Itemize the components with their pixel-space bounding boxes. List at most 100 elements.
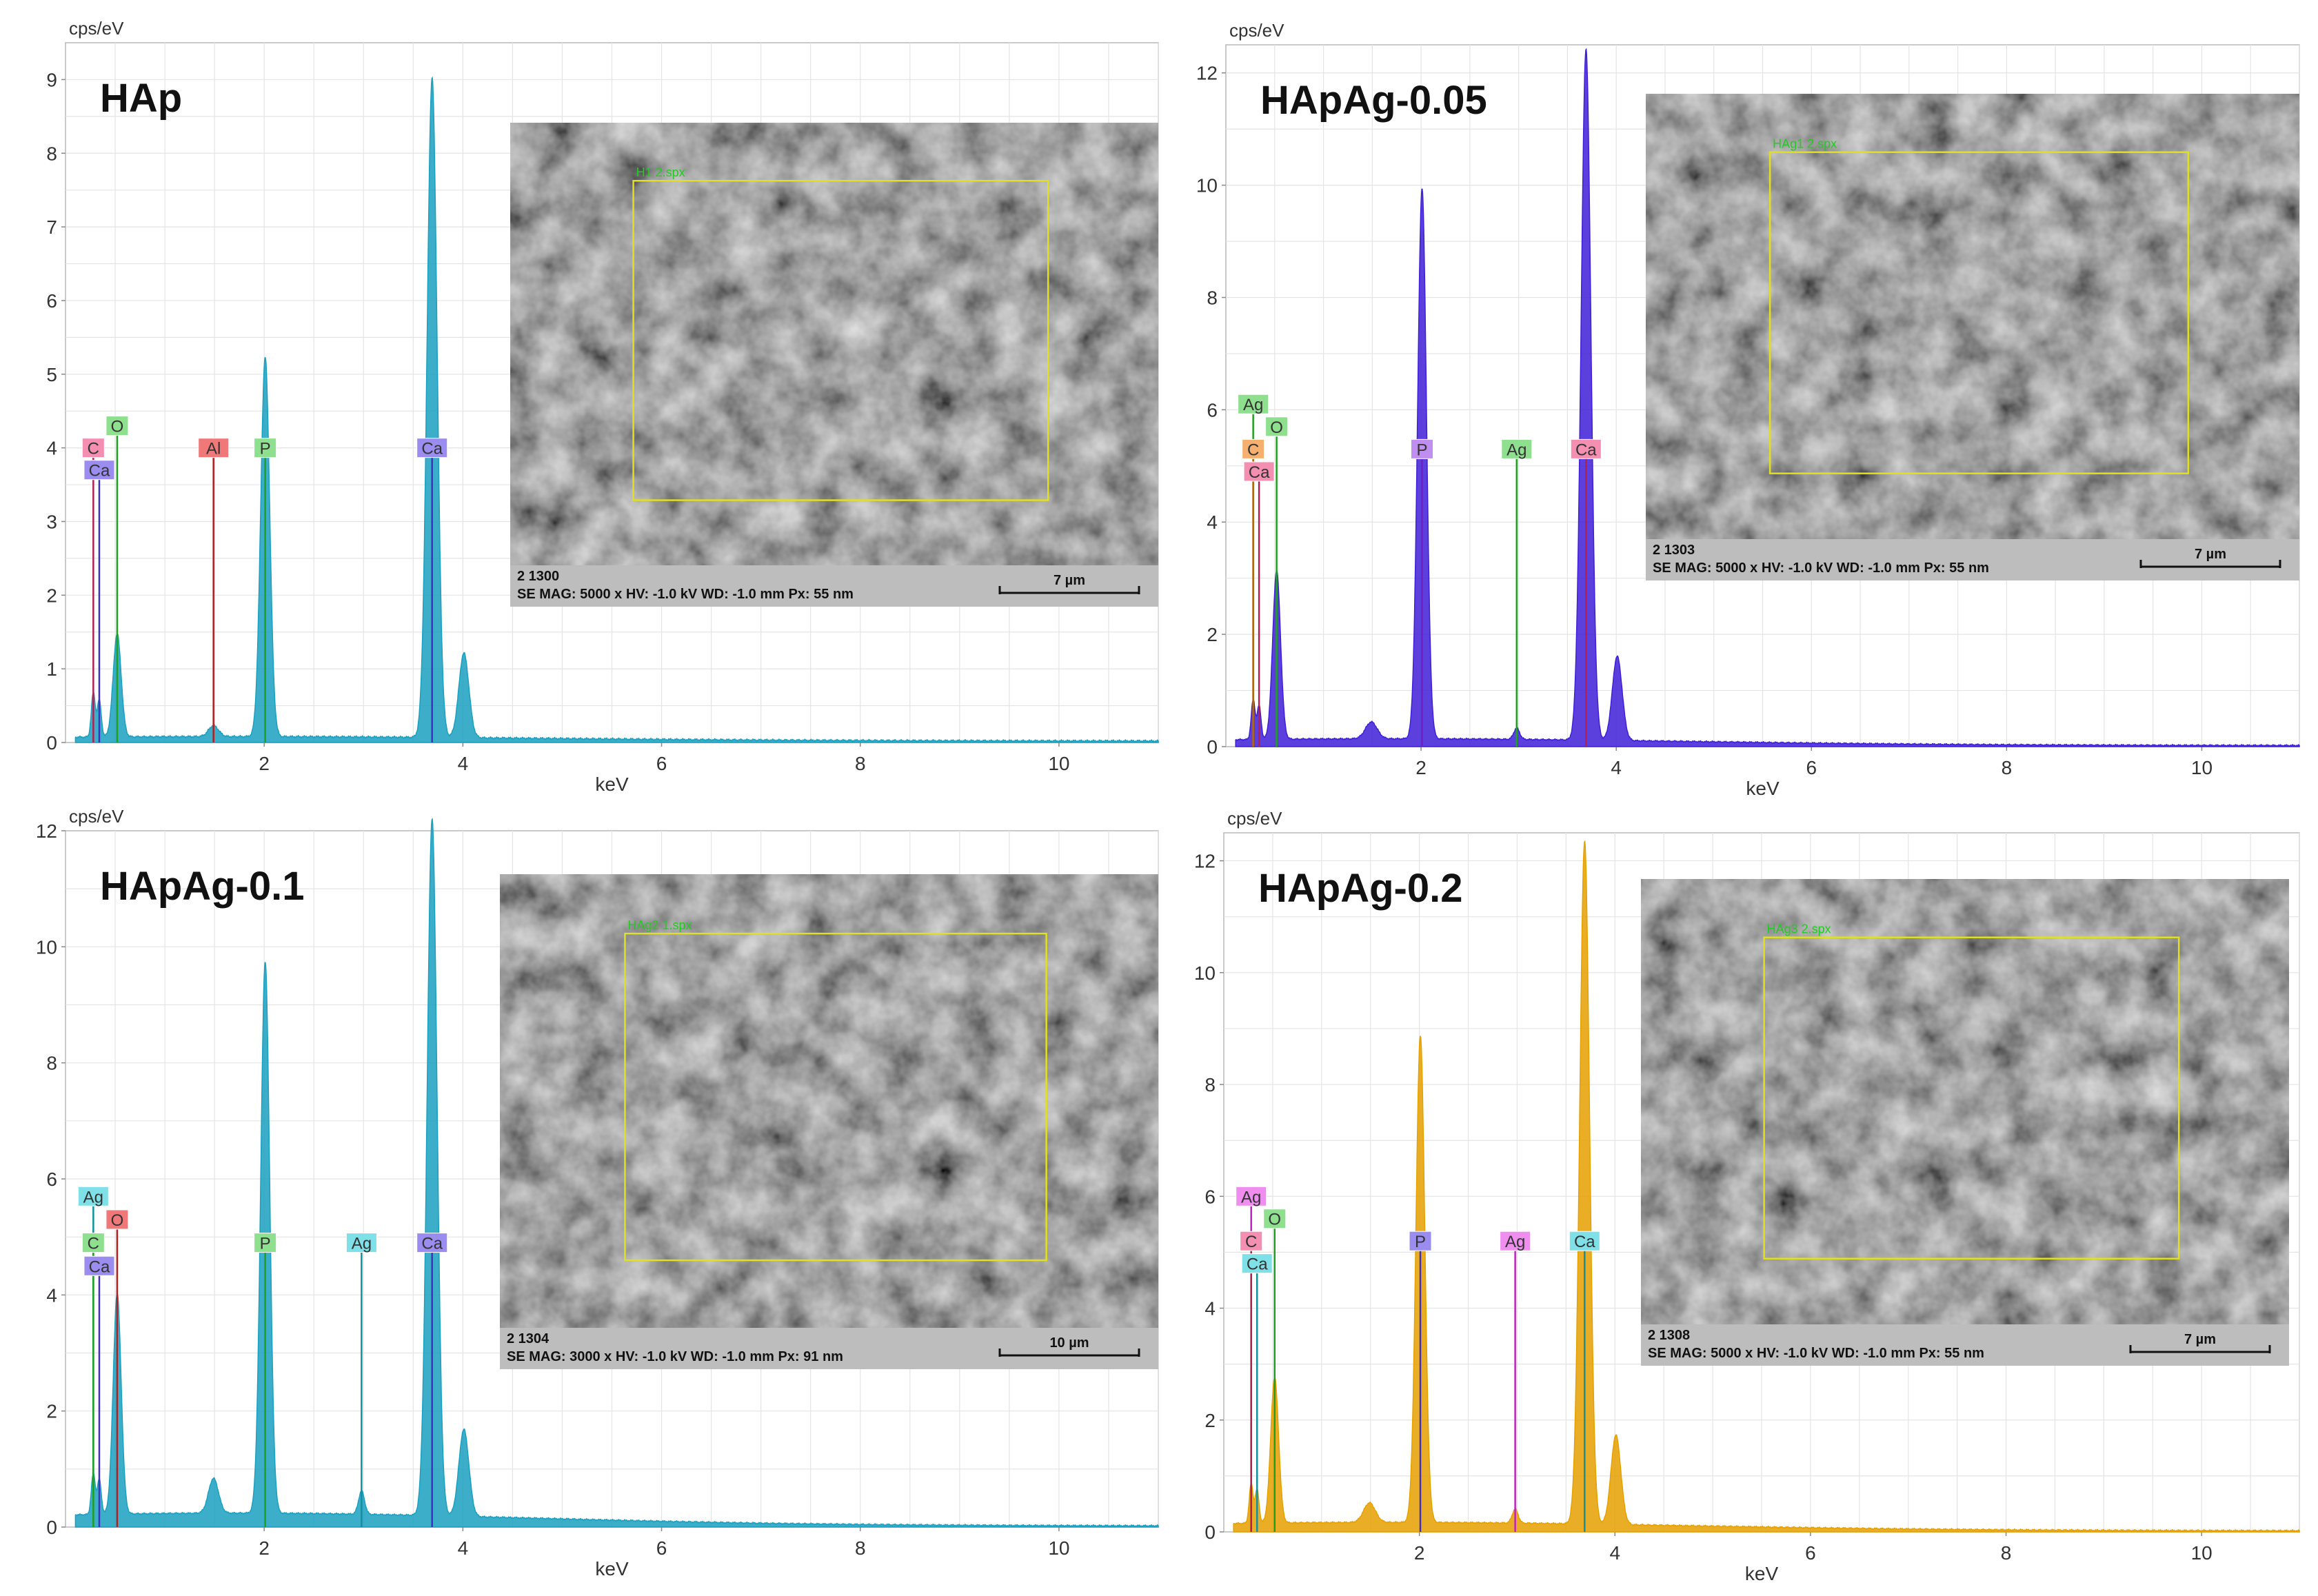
sem-info-bar	[1646, 539, 2299, 580]
sem-roi-label: HAg2 1.spx	[627, 918, 692, 932]
element-marker-label: Ca	[1247, 1255, 1268, 1274]
y-tick-label: 9	[46, 69, 57, 90]
y-tick-label: 5	[46, 364, 57, 385]
element-marker-label: Ag	[1505, 1233, 1525, 1251]
y-tick-label: 7	[46, 216, 57, 238]
element-marker-box	[1241, 1253, 1273, 1274]
x-tick-label: 4	[1609, 1542, 1620, 1564]
spectrum-series	[74, 76, 1159, 743]
x-tick-label: 6	[1805, 1542, 1816, 1564]
element-marker-box	[1242, 438, 1265, 459]
sem-micrograph	[510, 123, 1158, 565]
y-tick-label: 3	[46, 511, 57, 532]
x-axis-label: keV	[595, 1558, 629, 1579]
panel-title: HApAg-0.05	[1260, 78, 1487, 123]
y-tick-label: 0	[1207, 736, 1218, 758]
y-tick-label: 10	[1196, 175, 1218, 196]
sem-info-bar	[1641, 1324, 2289, 1366]
x-tick-label: 8	[855, 753, 866, 774]
element-marker-label: Ag	[1506, 441, 1526, 459]
sem-inset: HAg1 2.spx 2 1303 SE MAG: 5000 x HV: -1.0 …	[1646, 94, 2299, 580]
y-tick-label: 2	[46, 585, 57, 606]
sem-roi-box	[1763, 936, 2180, 1260]
sem-info-label: SE MAG: 5000 x HV: -1.0 kV WD: -1.0 mm P…	[1648, 1346, 1984, 1361]
y-tick-label: 10	[1194, 962, 1216, 984]
sem-id-label: 2 1303	[1653, 543, 1695, 558]
sem-roi-label: H1 2.spx	[636, 165, 685, 179]
y-tick-label: 4	[46, 438, 57, 459]
sem-info-bar	[510, 565, 1158, 607]
element-marker-label: Al	[206, 440, 221, 458]
x-tick-label: 4	[1611, 757, 1622, 778]
sem-inset: HAg2 1.spx 2 1304 SE MAG: 3000 x HV: -1.0 …	[500, 874, 1158, 1369]
element-marker-label: C	[88, 440, 99, 458]
element-marker-label: C	[88, 1235, 99, 1253]
y-tick-label: 6	[46, 1169, 57, 1190]
sem-id-label: 2 1304	[507, 1331, 550, 1346]
element-marker-box	[254, 438, 277, 458]
sem-roi-label: HAg1 2.spx	[1773, 137, 1837, 151]
spectrum-series	[1233, 840, 2300, 1533]
y-tick-label: 6	[1205, 1186, 1216, 1207]
element-marker-label: P	[260, 1235, 271, 1253]
x-tick-label: 2	[1415, 757, 1427, 778]
element-marker-label: Ca	[1249, 463, 1270, 482]
element-marker-label: Ca	[1575, 441, 1597, 459]
element-marker-box	[1243, 461, 1275, 482]
element-marker-label: O	[1270, 418, 1283, 437]
panel-title: HAp	[100, 76, 182, 121]
x-tick-label: 2	[259, 753, 270, 774]
sem-scale-label: 7 µm	[1054, 573, 1085, 588]
element-marker-label: C	[1245, 1233, 1257, 1251]
element-marker-box	[83, 460, 115, 481]
sem-scale-label: 10 µm	[1049, 1335, 1089, 1351]
sem-info-label: SE MAG: 5000 x HV: -1.0 kV WD: -1.0 mm P…	[1653, 560, 1989, 576]
element-marker-box	[416, 1233, 448, 1253]
element-marker-label: Ca	[421, 440, 443, 458]
sem-info-label: SE MAG: 3000 x HV: -1.0 kV WD: -1.0 mm P…	[507, 1349, 843, 1364]
element-marker-box	[198, 438, 230, 458]
element-marker-label: O	[1268, 1211, 1281, 1229]
x-tick-label: 8	[855, 1537, 866, 1559]
spectrum-series	[1235, 48, 2300, 747]
element-marker-label: Ca	[89, 462, 110, 481]
element-marker-box	[83, 1255, 115, 1276]
y-tick-label: 4	[1207, 512, 1218, 533]
element-marker-box	[1409, 1231, 1432, 1251]
panel-title: HApAg-0.1	[100, 864, 304, 909]
sem-roi-box	[632, 179, 1049, 501]
y-tick-label: 6	[46, 290, 57, 312]
y-tick-label: 0	[1205, 1522, 1216, 1543]
element-marker-box	[345, 1233, 377, 1253]
y-tick-label: 0	[46, 1517, 57, 1538]
element-marker-label: P	[1416, 441, 1427, 459]
element-marker-box	[416, 438, 448, 458]
element-marker-label: P	[1415, 1233, 1426, 1251]
x-tick-label: 10	[1048, 753, 1069, 774]
y-tick-label: 8	[1205, 1074, 1216, 1095]
y-tick-label: 1	[46, 658, 57, 680]
y-axis-label: cps/eV	[1227, 808, 1282, 829]
y-tick-label: 6	[1207, 399, 1218, 421]
y-axis-label: cps/eV	[69, 18, 124, 39]
element-marker-box	[1238, 394, 1269, 414]
eds-panel-3: 0 2 4 6 8 10 12 2 4 6 8 10 cps/eV keV Ag OC Ca P Ag Ca HApAg…	[36, 806, 1159, 1579]
y-tick-label: 8	[1207, 287, 1218, 308]
element-marker-box	[1265, 416, 1289, 437]
eds-panel-4: 0 2 4 6 8 10 12 2 4 6 8 10 cps/eV keV Ag OC Ca P Ag Ca HApAg…	[1194, 808, 2300, 1584]
eds-panel-2: 0 2 4 6 8 10 12 2 4 6 8 10 cps/eV keV Ag OC Ca P Ag Ca HApAg…	[1196, 20, 2300, 799]
x-tick-label: 8	[2001, 1542, 2012, 1564]
x-tick-label: 4	[458, 1537, 469, 1559]
element-marker-label: Ag	[1243, 396, 1263, 414]
sem-roi-label: HAg3 2.spx	[1767, 922, 1831, 936]
x-tick-label: 6	[1806, 757, 1817, 778]
element-marker-box	[105, 1209, 129, 1230]
element-marker-label: O	[111, 1211, 124, 1230]
sem-info-label: SE MAG: 5000 x HV: -1.0 kV WD: -1.0 mm P…	[517, 587, 854, 602]
element-marker-box	[105, 416, 129, 436]
x-tick-label: 2	[259, 1537, 270, 1559]
sem-info-bar	[500, 1328, 1158, 1369]
y-tick-label: 8	[46, 1053, 57, 1074]
y-tick-label: 10	[36, 936, 57, 958]
